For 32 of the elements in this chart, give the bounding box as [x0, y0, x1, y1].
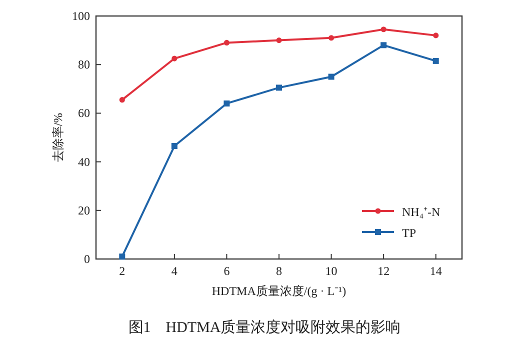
- x-tick-label: 2: [119, 264, 126, 278]
- point: [328, 35, 334, 41]
- y-tick-label: 40: [78, 154, 90, 169]
- x-tick-label: 14: [430, 264, 442, 278]
- legend-label: NH₄⁺-N: [402, 205, 441, 219]
- point: [328, 74, 334, 80]
- y-tick-label: 0: [84, 252, 90, 266]
- x-tick-label: 4: [171, 264, 178, 278]
- x-tick-label: 8: [276, 264, 282, 278]
- point: [119, 97, 125, 103]
- y-tick-label: 60: [78, 106, 90, 120]
- point: [380, 26, 386, 32]
- point: [224, 40, 230, 46]
- point: [380, 42, 387, 48]
- legend-label: TP: [402, 226, 416, 240]
- x-tick-label: 6: [224, 264, 230, 278]
- point: [171, 143, 178, 150]
- x-tick-label: 10: [325, 264, 338, 278]
- point: [172, 56, 178, 62]
- x-axis-title: HDTMA质量浓度/(g · L⁻¹): [212, 284, 346, 298]
- point: [276, 84, 282, 91]
- text: 图1 HDTMA质量浓度对吸附效果的影响: [128, 319, 401, 336]
- point: [432, 58, 439, 64]
- y-axis-title: 去除率/%: [51, 112, 65, 162]
- point: [224, 100, 230, 106]
- point: [276, 38, 282, 44]
- point: [433, 32, 439, 38]
- y-tick-label: 100: [72, 9, 90, 23]
- point: [119, 254, 126, 260]
- y-tick-label: 20: [78, 203, 90, 218]
- x-tick-label: 12: [378, 264, 390, 278]
- y-tick-label: 80: [78, 58, 90, 72]
